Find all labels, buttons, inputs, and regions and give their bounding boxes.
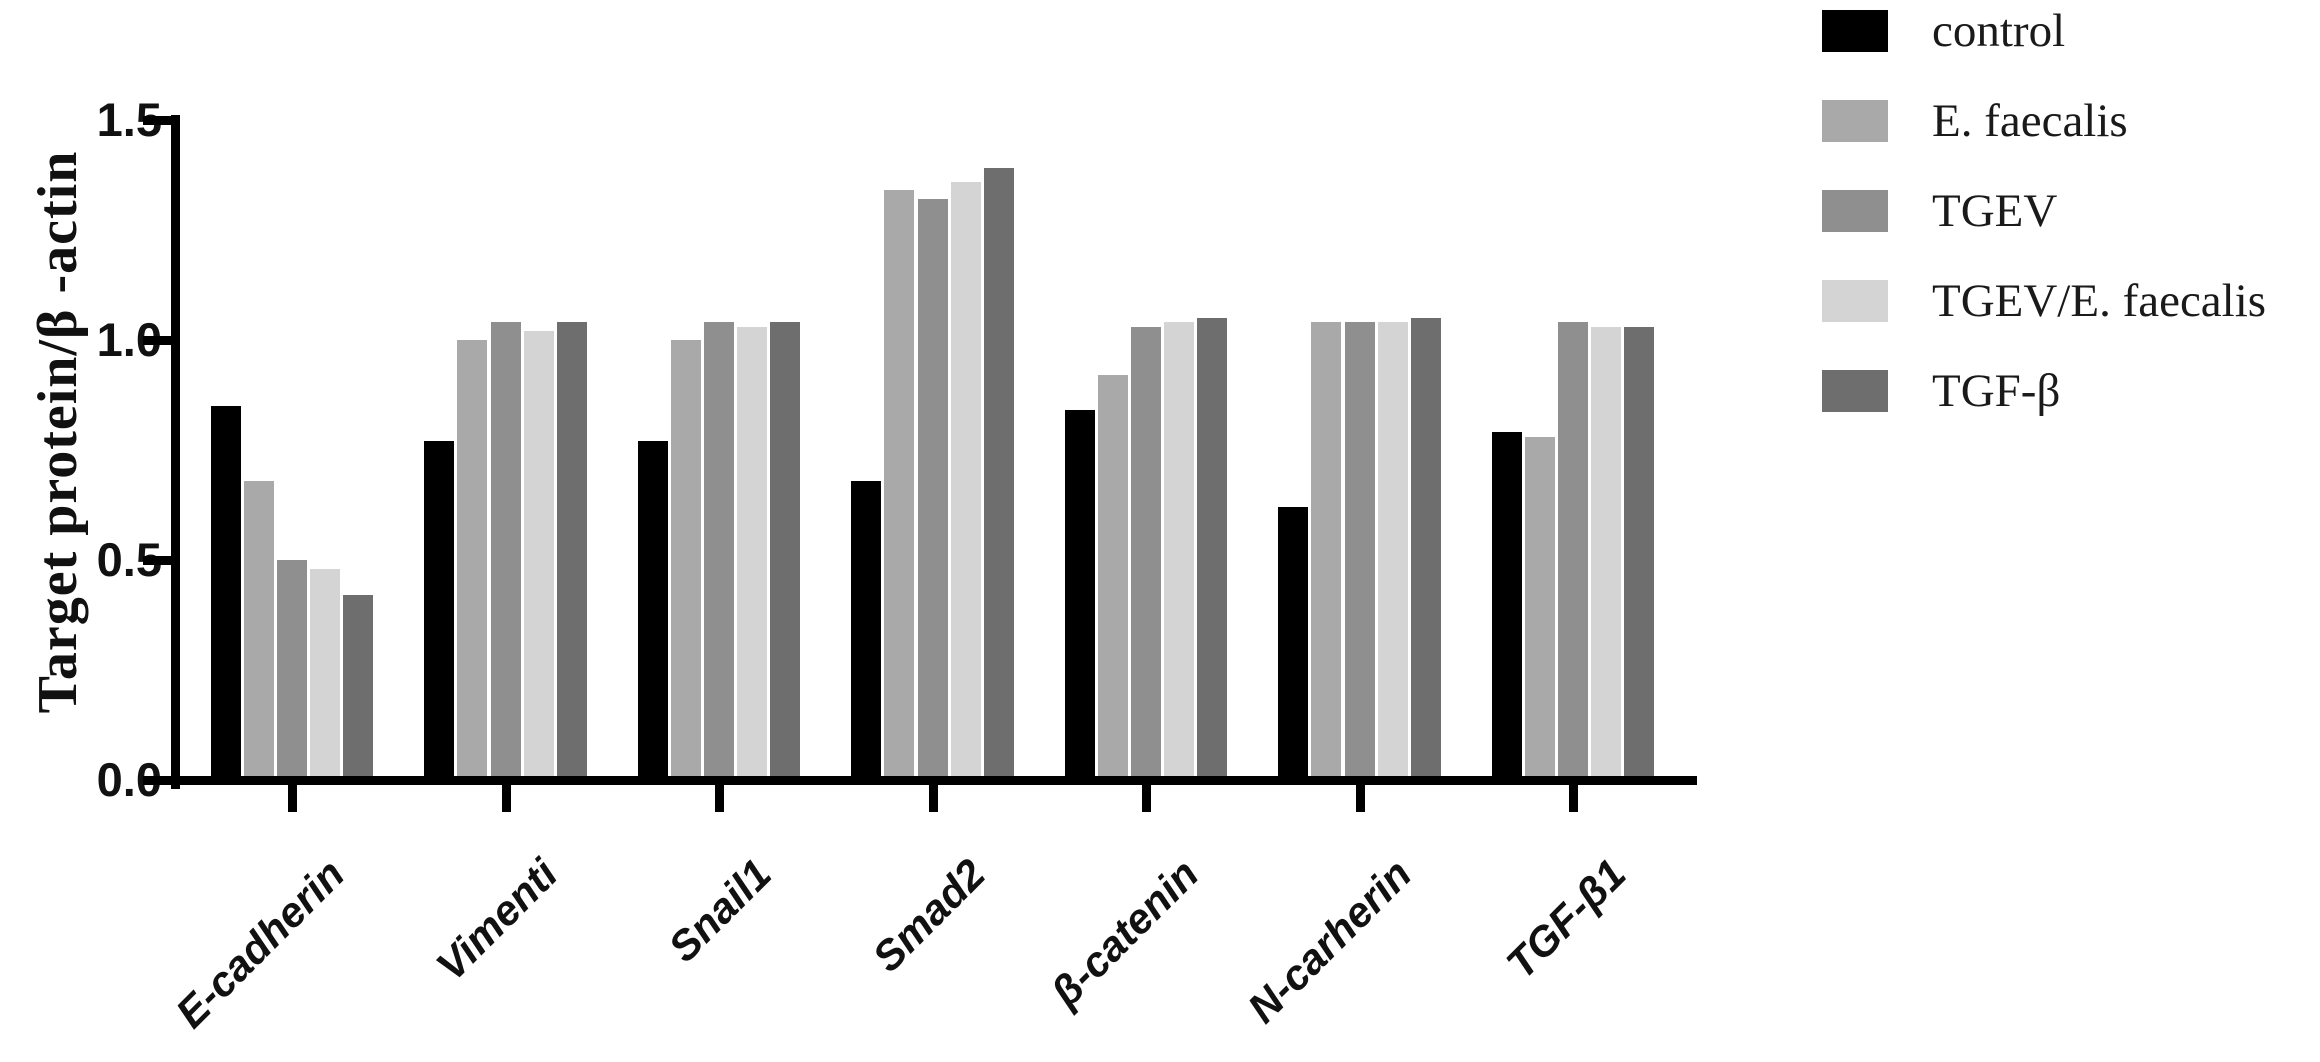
legend-swatch-icon bbox=[1822, 370, 1888, 412]
bar-e-faecalis bbox=[884, 190, 915, 780]
bar-tgev bbox=[917, 199, 948, 780]
legend-label: E. faecalis bbox=[1932, 95, 2128, 147]
bar-control bbox=[1491, 432, 1522, 780]
bar-control bbox=[851, 480, 882, 780]
legend-swatch-icon bbox=[1822, 100, 1888, 142]
bar-tgf- bbox=[343, 595, 374, 780]
bar-tgev-e-faecalis bbox=[1377, 322, 1408, 780]
bar-tgf- bbox=[1197, 318, 1228, 780]
bar-tgf- bbox=[1624, 326, 1655, 780]
x-axis-label: Smad2 bbox=[863, 850, 994, 981]
y-axis-title: Target protein/β -actin bbox=[27, 150, 89, 714]
legend-label: TGEV/E. faecalis bbox=[1932, 275, 2267, 327]
x-tick-mark bbox=[715, 785, 724, 812]
x-axis-line bbox=[171, 776, 1697, 785]
bar-tgev bbox=[704, 322, 734, 780]
legend-label: control bbox=[1932, 5, 2066, 57]
bar-tgf- bbox=[1410, 318, 1441, 780]
bar-tgf- bbox=[770, 322, 801, 780]
legend-label: TGF-β bbox=[1932, 365, 2061, 417]
bar-tgev-e-faecalis bbox=[310, 568, 341, 780]
x-tick-mark bbox=[1142, 785, 1151, 812]
bar-tgev-e-faecalis bbox=[1164, 322, 1195, 780]
bar-control bbox=[637, 441, 668, 780]
legend-item: TGEV/E. faecalis bbox=[1822, 275, 2266, 327]
y-tick-mark bbox=[143, 776, 171, 785]
x-tick-mark bbox=[928, 785, 938, 812]
bar-e-faecalis bbox=[1097, 375, 1128, 780]
bar-e-faecalis bbox=[670, 340, 701, 780]
bar-tgev-e-faecalis bbox=[737, 326, 768, 780]
x-tick-mark bbox=[1355, 785, 1365, 812]
y-tick-mark bbox=[143, 116, 171, 125]
x-tick-mark bbox=[1569, 785, 1578, 812]
x-axis-label: E-cadherin bbox=[166, 850, 354, 1037]
x-axis-label: β-catenin bbox=[1041, 850, 1208, 1016]
legend-label: TGEV bbox=[1932, 185, 2058, 237]
bar-tgev bbox=[277, 560, 307, 780]
x-axis-label: Snail1 bbox=[659, 850, 781, 971]
bar-e-faecalis bbox=[1311, 322, 1342, 780]
bar-control bbox=[210, 406, 241, 780]
bar-e-faecalis bbox=[457, 340, 488, 780]
x-axis-label: Vimenti bbox=[427, 850, 567, 990]
bar-tgev-e-faecalis bbox=[523, 331, 554, 780]
y-tick-mark bbox=[143, 556, 171, 565]
legend-item: TGEV bbox=[1822, 185, 2266, 237]
bar-tgev-e-faecalis bbox=[1591, 326, 1622, 780]
x-axis-label: N-carherin bbox=[1238, 850, 1421, 1032]
bar-control bbox=[1064, 410, 1095, 780]
bar-tgev bbox=[1131, 326, 1161, 780]
bar-e-faecalis bbox=[243, 480, 274, 780]
y-tick-label: 1.5 bbox=[96, 93, 162, 146]
legend-swatch-icon bbox=[1822, 10, 1888, 52]
bar-tgev bbox=[1344, 322, 1375, 780]
bar-tgf- bbox=[983, 168, 1014, 780]
x-tick-mark bbox=[288, 785, 297, 812]
legend: control E. faecalis TGEV TGEV/E. faecalis TG… bbox=[1822, 5, 2266, 460]
legend-item: TGF-β bbox=[1822, 365, 2266, 417]
legend-item: control bbox=[1822, 5, 2266, 57]
bar-tgf- bbox=[556, 322, 587, 780]
legend-swatch-icon bbox=[1822, 280, 1888, 322]
bar-control bbox=[1278, 507, 1309, 780]
legend-swatch-icon bbox=[1822, 190, 1888, 232]
y-tick-mark bbox=[143, 336, 171, 345]
y-tick-label: 1.0 bbox=[96, 313, 162, 366]
x-axis-label: TGF-β1 bbox=[1496, 850, 1635, 988]
x-tick-mark bbox=[501, 785, 511, 812]
bar-e-faecalis bbox=[1524, 436, 1555, 780]
bar-tgev-e-faecalis bbox=[950, 181, 981, 780]
bar-tgev bbox=[490, 322, 521, 780]
y-axis-line bbox=[171, 115, 180, 789]
bar-control bbox=[424, 441, 455, 780]
y-tick-label: 0.0 bbox=[96, 753, 162, 806]
y-tick-label: 0.5 bbox=[96, 533, 162, 586]
bar-tgev bbox=[1558, 322, 1588, 780]
legend-item: E. faecalis bbox=[1822, 95, 2266, 147]
